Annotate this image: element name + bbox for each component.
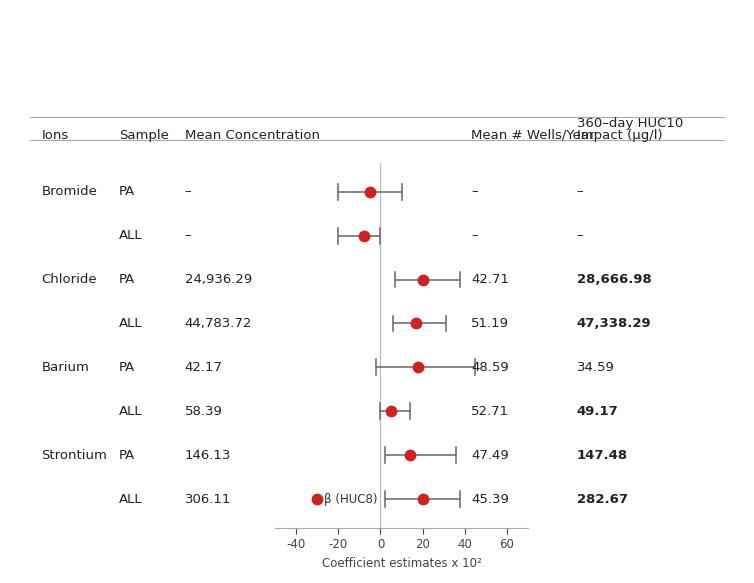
Text: Mean # Wells/Year: Mean # Wells/Year bbox=[471, 129, 595, 142]
Text: Bromide: Bromide bbox=[41, 185, 97, 198]
Text: Sample: Sample bbox=[119, 129, 169, 142]
Text: 147.48: 147.48 bbox=[577, 449, 628, 462]
Text: –: – bbox=[185, 185, 192, 198]
Text: –: – bbox=[185, 229, 192, 242]
Text: 47.49: 47.49 bbox=[471, 449, 509, 462]
Text: 52.71: 52.71 bbox=[471, 405, 510, 418]
Text: 282.67: 282.67 bbox=[577, 493, 628, 505]
Text: 24,936.29: 24,936.29 bbox=[185, 273, 252, 286]
Text: Barium: Barium bbox=[41, 361, 89, 374]
Text: 42.17: 42.17 bbox=[185, 361, 222, 374]
Text: 49.17: 49.17 bbox=[577, 405, 618, 418]
Text: 47,338.29: 47,338.29 bbox=[577, 317, 651, 330]
Text: PA: PA bbox=[119, 185, 136, 198]
Text: 28,666.98: 28,666.98 bbox=[577, 273, 651, 286]
Text: β (HUC8): β (HUC8) bbox=[323, 493, 377, 505]
Text: 58.39: 58.39 bbox=[185, 405, 222, 418]
Text: Chloride: Chloride bbox=[41, 273, 97, 286]
Text: ALL: ALL bbox=[119, 493, 143, 505]
Text: –: – bbox=[471, 229, 478, 242]
Text: 34.59: 34.59 bbox=[577, 361, 615, 374]
Text: –: – bbox=[577, 185, 584, 198]
Text: Ions: Ions bbox=[41, 129, 69, 142]
Text: Strontium: Strontium bbox=[41, 449, 107, 462]
Text: Impact (μg/l): Impact (μg/l) bbox=[577, 129, 663, 142]
Text: 44,783.72: 44,783.72 bbox=[185, 317, 252, 330]
Text: –: – bbox=[471, 185, 478, 198]
Text: 48.59: 48.59 bbox=[471, 361, 509, 374]
Text: 42.71: 42.71 bbox=[471, 273, 509, 286]
Text: 45.39: 45.39 bbox=[471, 493, 509, 505]
Text: PA: PA bbox=[119, 449, 136, 462]
Text: ALL: ALL bbox=[119, 229, 143, 242]
Text: –: – bbox=[577, 229, 584, 242]
X-axis label: Coefficient estimates x 10²: Coefficient estimates x 10² bbox=[322, 557, 481, 570]
Text: ALL: ALL bbox=[119, 405, 143, 418]
Text: 360–day HUC10: 360–day HUC10 bbox=[577, 117, 683, 129]
Text: PA: PA bbox=[119, 361, 136, 374]
Text: 51.19: 51.19 bbox=[471, 317, 509, 330]
Text: ALL: ALL bbox=[119, 317, 143, 330]
Text: 146.13: 146.13 bbox=[185, 449, 231, 462]
Text: Mean Concentration: Mean Concentration bbox=[185, 129, 320, 142]
Text: 306.11: 306.11 bbox=[185, 493, 231, 505]
Text: PA: PA bbox=[119, 273, 136, 286]
